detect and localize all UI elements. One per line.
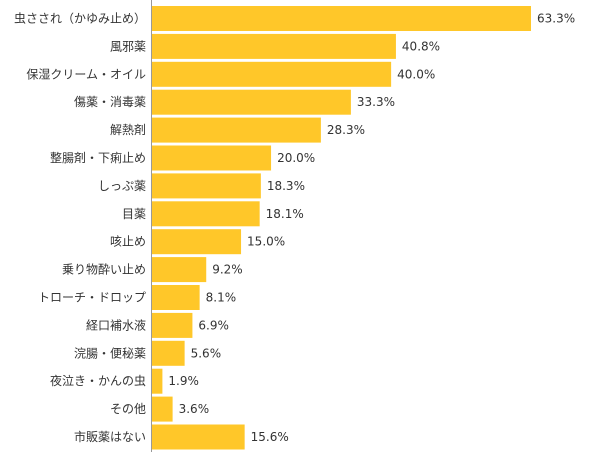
category-label: 目薬 <box>122 207 146 221</box>
value-label: 40.8% <box>402 39 440 53</box>
value-label: 9.2% <box>212 263 243 277</box>
bar <box>151 117 321 143</box>
bar <box>151 229 242 255</box>
bar <box>151 396 173 422</box>
category-label: その他 <box>110 402 146 416</box>
bar <box>151 257 207 283</box>
value-label: 3.6% <box>179 402 210 416</box>
value-label: 28.3% <box>327 123 365 137</box>
bar <box>151 145 272 171</box>
category-label: 経口補水液 <box>86 317 146 332</box>
value-label: 8.1% <box>206 291 237 305</box>
value-label: 6.9% <box>198 318 229 332</box>
value-label: 1.9% <box>168 374 199 388</box>
bar <box>151 6 531 31</box>
category-label: 風邪薬 <box>110 39 146 53</box>
category-label: 乗り物酔い止め <box>62 262 146 277</box>
category-label: しっぷ薬 <box>98 179 146 193</box>
bar <box>151 89 351 115</box>
value-label: 18.3% <box>267 179 305 193</box>
category-label: 浣腸・便秘薬 <box>74 345 146 360</box>
category-label: 夜泣き・かんの虫 <box>50 373 146 388</box>
value-label: 40.0% <box>397 67 435 81</box>
category-label: 整腸剤・下痢止め <box>50 150 146 165</box>
bar <box>151 201 260 227</box>
value-label: 20.0% <box>277 151 315 165</box>
bar <box>151 340 185 366</box>
value-label: 18.1% <box>266 207 304 221</box>
bar <box>151 312 193 338</box>
bar <box>151 368 163 394</box>
value-label: 33.3% <box>357 95 395 109</box>
bar <box>151 424 245 450</box>
value-label: 15.6% <box>251 430 289 444</box>
value-label: 15.0% <box>247 235 285 249</box>
bar <box>151 33 396 59</box>
category-label: トローチ・ドロップ <box>38 291 146 305</box>
bar <box>151 173 261 199</box>
category-label: 解熱剤 <box>110 122 146 137</box>
value-label: 5.6% <box>191 346 222 360</box>
category-label: 保湿クリーム・オイル <box>26 66 146 81</box>
category-label: 市販薬はない <box>74 429 146 444</box>
category-label: 傷薬・消毒薬 <box>74 94 146 109</box>
value-label: 63.3% <box>537 12 575 26</box>
category-label: 虫さされ（かゆみ止め） <box>14 12 146 26</box>
bar <box>151 285 200 310</box>
bar <box>151 61 392 87</box>
category-label: 咳止め <box>110 235 146 249</box>
